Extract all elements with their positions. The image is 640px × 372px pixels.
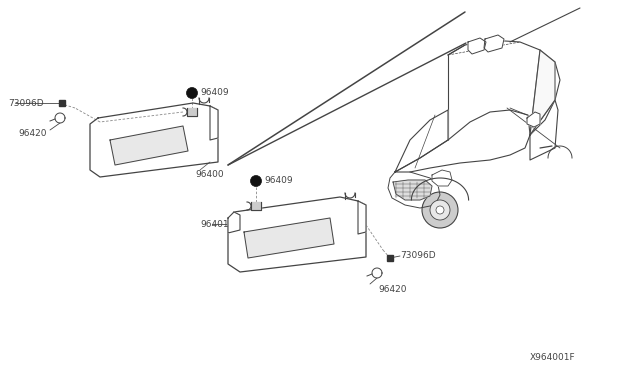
Polygon shape [251, 202, 261, 210]
Circle shape [186, 87, 198, 99]
Text: 96420: 96420 [18, 128, 47, 138]
Text: X964001F: X964001F [529, 353, 575, 362]
Polygon shape [358, 201, 366, 234]
Polygon shape [244, 218, 334, 258]
Polygon shape [484, 35, 504, 52]
Text: 96401: 96401 [200, 219, 228, 228]
Polygon shape [187, 108, 197, 116]
Polygon shape [432, 170, 452, 186]
Circle shape [250, 176, 262, 186]
Polygon shape [412, 178, 468, 200]
Circle shape [422, 192, 458, 228]
Polygon shape [530, 100, 558, 160]
Polygon shape [388, 172, 440, 208]
Polygon shape [210, 106, 218, 140]
Text: 96420: 96420 [378, 285, 406, 295]
Text: 96400: 96400 [195, 170, 223, 179]
Polygon shape [110, 126, 188, 165]
Text: 73096D: 73096D [8, 99, 44, 108]
Circle shape [436, 206, 444, 214]
Text: 73096D: 73096D [400, 250, 436, 260]
Polygon shape [393, 180, 432, 200]
Circle shape [430, 200, 450, 220]
Polygon shape [228, 212, 240, 233]
Polygon shape [90, 103, 218, 177]
Polygon shape [468, 38, 486, 54]
Text: 96409: 96409 [200, 87, 228, 96]
Polygon shape [527, 112, 540, 127]
Text: 96409: 96409 [264, 176, 292, 185]
Polygon shape [228, 197, 366, 272]
Polygon shape [530, 50, 555, 135]
Polygon shape [395, 110, 448, 172]
